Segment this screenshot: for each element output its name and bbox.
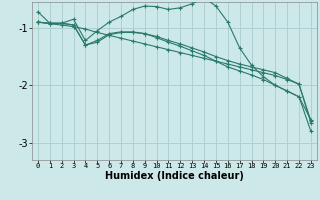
X-axis label: Humidex (Indice chaleur): Humidex (Indice chaleur) [105,171,244,181]
